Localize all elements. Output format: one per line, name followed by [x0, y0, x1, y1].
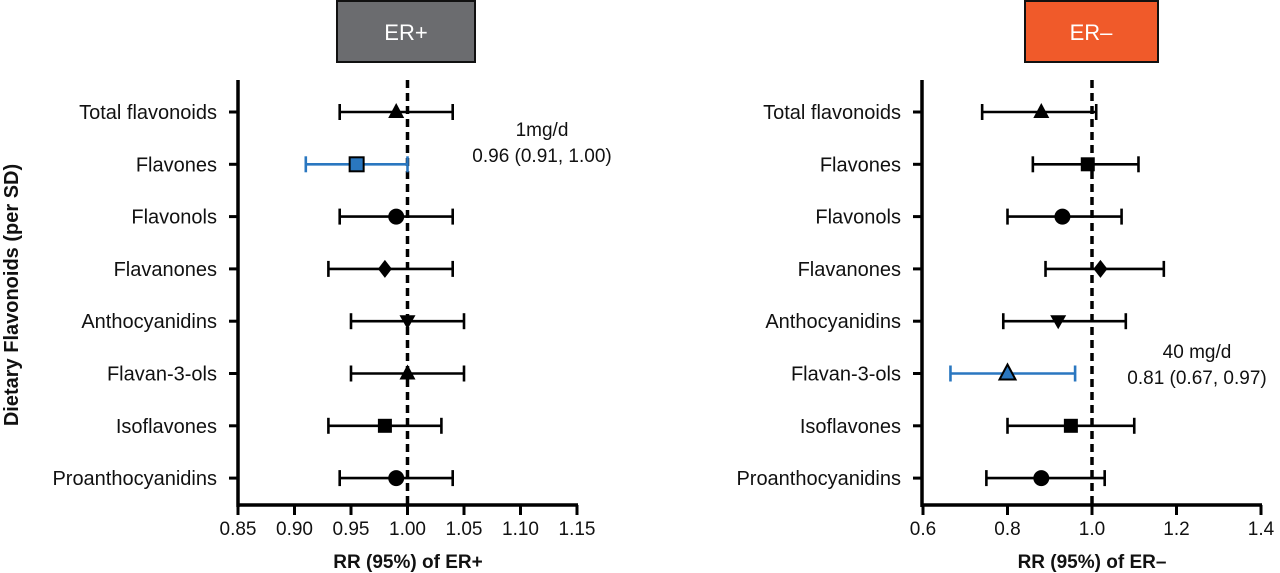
data-point: [1031, 156, 1140, 173]
category-label: Isoflavones: [800, 416, 901, 438]
category-labels: Total flavonoids Flavones Flavonols Flavano…: [52, 102, 217, 490]
category-label: Anthocyanidins: [81, 311, 217, 333]
data-point: [327, 259, 455, 278]
header-box-er-positive: [336, 0, 476, 63]
marker-diamond: [377, 259, 392, 278]
x-axis-label: RR (95%) of ER–: [1018, 552, 1167, 573]
annotation-line1: 1mg/d: [516, 120, 569, 141]
x-axis-label: RR (95%) of ER+: [333, 552, 482, 573]
data-point: [338, 470, 455, 487]
annotation-line2: 0.96 (0.91, 1.00): [472, 146, 611, 167]
marker-diamond: [1093, 259, 1108, 278]
category-label: Flavonols: [131, 207, 217, 229]
category-label: Total flavonoids: [79, 102, 217, 124]
data-point: [949, 362, 1077, 382]
annotation-line1: 40 mg/d: [1163, 342, 1232, 363]
x-tick-label: 1.2: [1163, 519, 1189, 540]
x-tick-label: 1.00: [389, 519, 426, 540]
marker-triangle-down: [1050, 315, 1067, 330]
axes: 0.6 0.8 1.0 1.2 1.4: [910, 80, 1275, 540]
category-label: Flavanones: [114, 259, 217, 281]
data-point: [327, 417, 443, 434]
data-point: [985, 470, 1106, 487]
x-tick-label: 0.85: [220, 519, 257, 540]
marker-square: [348, 156, 365, 173]
category-label: Flavones: [820, 154, 901, 176]
marker-circle: [1033, 470, 1050, 487]
header-label-er-negative: ER–: [1070, 20, 1114, 45]
axes: 0.85 0.90 0.95 1.00 1.05 1.10 1.15: [220, 80, 596, 540]
category-label: Flavanones: [798, 259, 901, 281]
data-point: [349, 313, 466, 330]
marker-triangle-up: [1033, 103, 1050, 118]
marker-square: [377, 418, 392, 433]
x-tick-label: 1.0: [1079, 519, 1105, 540]
category-labels: Total flavonoids Flavones Flavonols Flavano…: [736, 102, 901, 490]
x-tick-label: 0.95: [333, 519, 370, 540]
category-label: Flavan-3-ols: [107, 364, 217, 386]
data-marks: [949, 103, 1166, 487]
y-axis-label: Dietary Flavonoids (per SD): [1, 164, 23, 426]
marker-triangle-up: [997, 362, 1018, 381]
x-tick-label: 1.4: [1248, 519, 1275, 540]
category-label: Anthocyanidins: [765, 311, 901, 333]
marker-circle: [388, 470, 405, 487]
x-tick-label: 1.10: [502, 519, 539, 540]
marker-circle: [1054, 208, 1071, 225]
data-point: [338, 103, 455, 120]
data-point: [338, 208, 455, 225]
data-marks: [304, 103, 466, 487]
panel-er-negative: ER– Total flavonoids Flavones Flavonols Fla…: [736, 0, 1275, 573]
marker-square: [1063, 418, 1078, 433]
data-point: [1006, 208, 1123, 225]
data-point: [980, 103, 1098, 120]
data-point: [1001, 313, 1128, 330]
header-box-er-negative: [1024, 0, 1159, 63]
data-point: [1044, 259, 1166, 278]
data-point: [349, 364, 466, 382]
x-tick-label: 1.15: [559, 519, 596, 540]
category-label: Flavones: [136, 154, 217, 176]
annotation-line2: 0.81 (0.67, 0.97): [1127, 368, 1266, 389]
marker-triangle-down: [399, 315, 416, 330]
marker-triangle-up: [388, 103, 405, 118]
x-tick-label: 0.6: [910, 519, 936, 540]
category-label: Proanthocyanidins: [52, 468, 217, 490]
category-label: Flavan-3-ols: [791, 364, 901, 386]
data-point: [1006, 417, 1136, 434]
category-label: Total flavonoids: [763, 102, 901, 124]
marker-circle: [388, 208, 405, 225]
header-label-er-positive: ER+: [384, 20, 427, 45]
data-point: [304, 156, 409, 173]
category-label: Flavonols: [815, 207, 901, 229]
marker-triangle-up: [399, 364, 416, 380]
category-label: Proanthocyanidins: [736, 468, 901, 490]
x-tick-label: 0.8: [994, 519, 1020, 540]
category-label: Isoflavones: [116, 416, 217, 438]
x-tick-label: 1.05: [446, 519, 483, 540]
panel-er-positive: ER+ Total flavonoids Flavones Flavonols Fla…: [52, 0, 612, 573]
x-tick-label: 0.90: [276, 519, 313, 540]
marker-square: [1080, 157, 1095, 172]
